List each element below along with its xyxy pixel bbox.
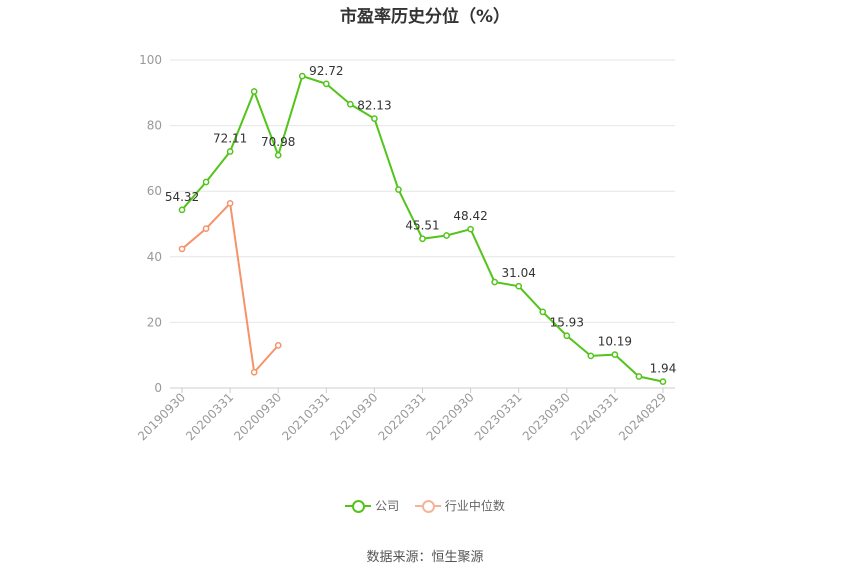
label-layer: 54.32 72.11 70.98 92.72 82.13 45.51 48.42 31.04… — [165, 64, 676, 376]
y-tick-label: 80 — [147, 119, 162, 133]
data-point-industry — [274, 342, 282, 349]
data-label: 10.19 — [598, 335, 632, 349]
x-tick-label: 20200331 — [183, 390, 236, 443]
data-label: 70.98 — [261, 135, 295, 149]
x-tick-label: 20240829 — [616, 390, 669, 443]
data-point-company — [371, 115, 378, 122]
data-point-company — [202, 178, 210, 186]
data-label: 92.72 — [309, 64, 343, 78]
data-label: 48.42 — [453, 209, 487, 223]
data-label: 31.04 — [502, 266, 536, 280]
y-tick-label: 100 — [139, 53, 162, 67]
data-label: 72.11 — [213, 131, 247, 145]
data-point-company — [322, 80, 330, 88]
data-point-company — [419, 235, 426, 243]
y-tick-label: 40 — [147, 250, 162, 264]
data-point-company — [539, 308, 547, 316]
series-layer — [178, 72, 667, 385]
data-source: 数据来源：恒生聚源 — [366, 550, 484, 565]
data-point-company — [587, 352, 595, 360]
y-tick-label: 20 — [147, 315, 162, 329]
x-tick-label: 20190930 — [135, 390, 188, 443]
data-point-industry — [178, 245, 186, 253]
data-point-company — [491, 278, 498, 286]
y-tick-label: 60 — [147, 184, 162, 198]
data-label: 45.51 — [405, 219, 439, 233]
legend: 公司 行业中位数 — [0, 497, 850, 516]
grid-layer — [170, 59, 675, 323]
legend-industry-label: 行业中位数 — [444, 499, 505, 513]
legend-item-company[interactable]: 公司 — [345, 497, 399, 514]
legend-company-marker — [345, 499, 372, 513]
x-tick-label: 20230331 — [472, 390, 525, 443]
data-point-company — [563, 332, 571, 340]
data-label: 1.94 — [650, 362, 677, 376]
data-point-company — [250, 88, 258, 95]
data-point-company — [515, 282, 523, 290]
chart-title: 市盈率历史分位（%） — [339, 7, 511, 27]
data-point-company — [635, 373, 643, 380]
data-point-company — [611, 351, 619, 358]
x-tick-label: 20220930 — [424, 390, 477, 443]
x-tick-label: 20220331 — [376, 390, 429, 443]
data-point-industry — [226, 199, 234, 207]
axis-layer: 0204060801002019093020200331202009302021… — [135, 53, 675, 443]
x-tick-label: 20230930 — [520, 390, 573, 443]
data-label: 54.32 — [165, 190, 199, 204]
x-tick-label: 20210930 — [327, 390, 380, 443]
data-label: 82.13 — [357, 99, 391, 113]
data-point-company — [395, 186, 402, 193]
legend-company-label: 公司 — [375, 499, 400, 513]
x-tick-label: 20200930 — [231, 390, 284, 443]
data-label: 15.93 — [550, 316, 584, 330]
y-tick-label: 0 — [154, 381, 162, 395]
data-point-company — [443, 232, 450, 239]
data-point-company — [298, 72, 306, 80]
data-point-company — [274, 151, 282, 159]
data-point-company — [178, 206, 186, 214]
data-point-company — [659, 378, 667, 385]
data-point-industry — [202, 225, 210, 232]
legend-item-industry[interactable]: 行业中位数 — [414, 497, 505, 514]
data-point-company — [467, 225, 474, 233]
series-line-industry — [181, 202, 279, 374]
legend-industry-marker — [414, 499, 441, 513]
data-point-industry — [250, 368, 258, 376]
data-point-company — [226, 148, 234, 155]
x-tick-label: 20210331 — [279, 390, 332, 443]
data-point-company — [347, 100, 354, 108]
x-tick-label: 20240331 — [568, 390, 621, 443]
